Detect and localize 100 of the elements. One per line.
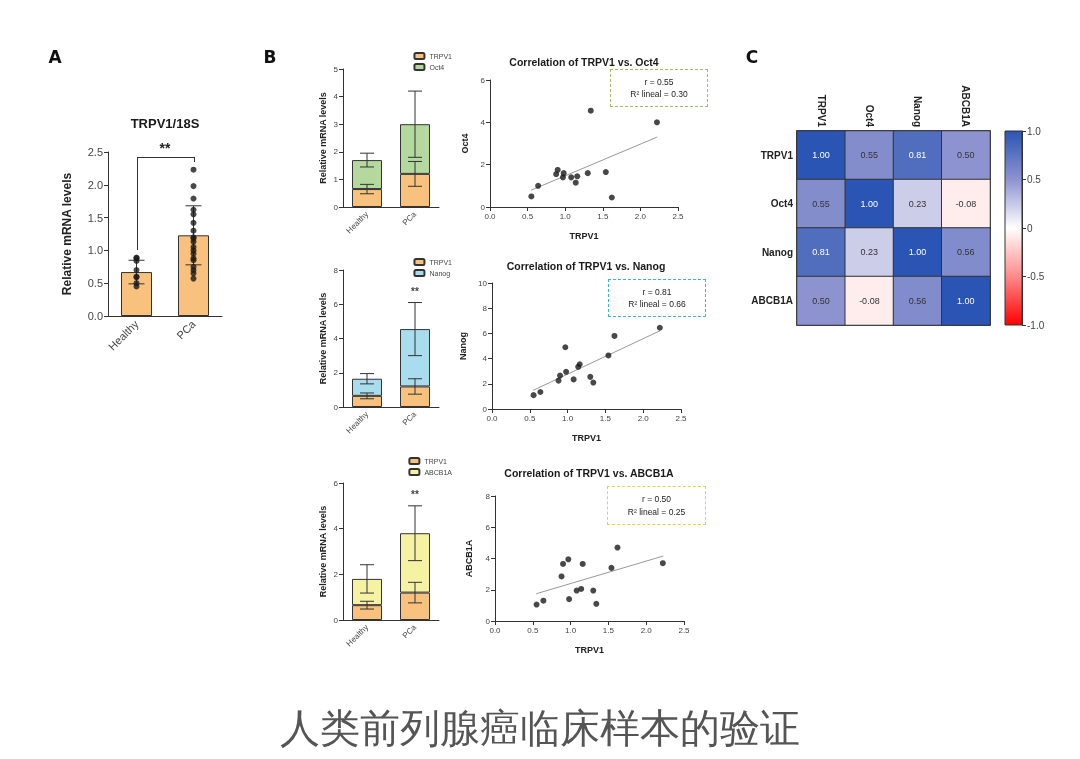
y-tick-label: 2 (482, 379, 488, 389)
data-label: 0.56 (908, 295, 927, 306)
data-label: 0.50 (957, 150, 975, 161)
y-tick-label: 0 (482, 404, 488, 414)
annotation: ** (411, 489, 419, 501)
annotation: R² lineal = 0.66 (628, 299, 686, 310)
y-tick-label: 6 (482, 328, 488, 338)
x-tick-label: PCa (400, 622, 419, 641)
annotation: r = 0.50 (641, 494, 672, 504)
y-tick-label: 8 (485, 491, 491, 501)
y-tick-label: 8 (482, 303, 488, 313)
y-tick-label: 2 (333, 147, 339, 157)
color-bar-label: 0 (1027, 222, 1033, 234)
y-tick-label: TRPV1 (760, 149, 794, 161)
text: A (48, 47, 63, 67)
chart-title: Correlation of TRPV1 vs. ABCB1A (504, 467, 675, 479)
color-bar-label: -1.0 (1027, 319, 1045, 331)
y-tick-label: 0.5 (87, 277, 103, 290)
y-tick-label: 4 (333, 524, 339, 534)
y-tick-label: 0 (485, 616, 491, 626)
x-tick-label: 1.5 (599, 413, 612, 423)
y-tick-label: 4 (333, 92, 339, 102)
annotation: r = 0.55 (644, 76, 674, 87)
x-tick-label: ABCB1A (960, 85, 972, 127)
data-label: 0.55 (860, 150, 879, 161)
color-bar-label: 1.0 (1027, 125, 1042, 137)
data-label: -0.08 (859, 295, 880, 306)
data-label: 0.81 (812, 247, 830, 258)
x-tick-label: PCa (174, 317, 199, 342)
y-tick-label: 6 (333, 478, 339, 488)
y-tick-label: 5 (333, 64, 339, 74)
y-tick-label: 2 (485, 585, 491, 595)
y-tick-label: 4 (482, 354, 488, 364)
text: C (745, 47, 759, 67)
y-tick-label: ABCB1A (751, 295, 793, 307)
y-axis-title: Relative mRNA levels (317, 292, 328, 385)
y-tick-label: 2 (480, 160, 486, 170)
chart-title: Correlation of TRPV1 vs. Nanog (506, 260, 666, 272)
annotation: R² lineal = 0.30 (630, 89, 688, 100)
data-label: 0.23 (908, 198, 927, 209)
x-tick-label: TRPV1 (815, 94, 827, 128)
y-tick-label: 4 (485, 554, 491, 563)
data-label: 0.55 (812, 198, 830, 209)
x-tick-label: 2.0 (640, 625, 653, 635)
chart-title: TRPV1/18S (130, 115, 200, 131)
data-label: 1.00 (812, 150, 830, 161)
data-label: 0.50 (812, 295, 830, 306)
y-axis-title: Relative mRNA levels (317, 92, 328, 184)
y-tick-label: 1 (333, 174, 339, 184)
annotation: R² lineal = 0.25 (627, 507, 686, 517)
text: 人类前列腺癌临床样本的验证 (280, 704, 800, 752)
y-axis-title: Oct4 (460, 133, 471, 154)
data-label: 0.23 (860, 247, 879, 258)
data-label: 1.00 (860, 198, 879, 209)
y-tick-label: 0 (333, 402, 339, 412)
y-tick-label: 4 (480, 117, 486, 127)
x-tick-label: 0.5 (524, 413, 536, 423)
y-tick-label: 0 (333, 615, 339, 625)
y-tick-label: 6 (333, 299, 339, 309)
annotation: ** (411, 286, 419, 298)
x-tick-label: 1.0 (562, 413, 574, 423)
annotation: ** (159, 140, 171, 156)
x-tick-label: 2.5 (678, 625, 691, 635)
x-tick-label: 2.0 (637, 413, 650, 423)
y-tick-label: 2.5 (87, 146, 103, 158)
x-tick-label: 1.5 (597, 211, 609, 221)
data-label: -0.08 (955, 198, 977, 209)
y-tick-label: 2 (333, 368, 339, 378)
chart-title: Correlation of TRPV1 vs. Oct4 (509, 56, 659, 68)
color-bar-label: -0.5 (1027, 271, 1045, 282)
y-tick-label: 1.0 (87, 244, 103, 257)
x-tick-label: PCa (400, 409, 419, 428)
x-axis-title: TRPV1 (574, 644, 605, 655)
x-tick-label: 0.5 (522, 211, 534, 221)
x-tick-label: 2.5 (672, 211, 685, 221)
x-tick-label: 1.0 (559, 211, 572, 221)
text: B (263, 47, 277, 67)
annotation: r = 0.81 (642, 286, 672, 297)
x-tick-label: 2.5 (675, 413, 688, 423)
x-tick-label: PCa (400, 209, 419, 228)
x-tick-label: Nanog (912, 95, 924, 127)
data-label: 1.00 (957, 295, 975, 306)
y-tick-label: 0 (333, 202, 339, 212)
x-tick-label: 0.5 (527, 625, 539, 635)
x-tick-label: 1.5 (602, 625, 615, 635)
x-tick-label: 2.0 (634, 211, 647, 221)
y-tick-label: 3 (333, 119, 339, 129)
y-tick-label: 2.0 (87, 178, 103, 191)
y-tick-label: Nanog (761, 246, 793, 258)
x-axis-title: TRPV1 (569, 230, 599, 241)
color-bar-label: 0.5 (1027, 174, 1042, 185)
y-tick-label: 6 (485, 522, 491, 532)
y-tick-label: 0 (480, 202, 486, 212)
x-tick-label: 1.0 (565, 625, 577, 635)
y-axis-title: Relative mRNA levels (60, 172, 74, 296)
data-label: 0.56 (957, 247, 975, 258)
y-tick-label: 6 (480, 75, 486, 85)
y-tick-label: 4 (333, 334, 339, 343)
y-tick-label: Oct4 (770, 198, 794, 210)
y-tick-label: 10 (478, 278, 488, 288)
